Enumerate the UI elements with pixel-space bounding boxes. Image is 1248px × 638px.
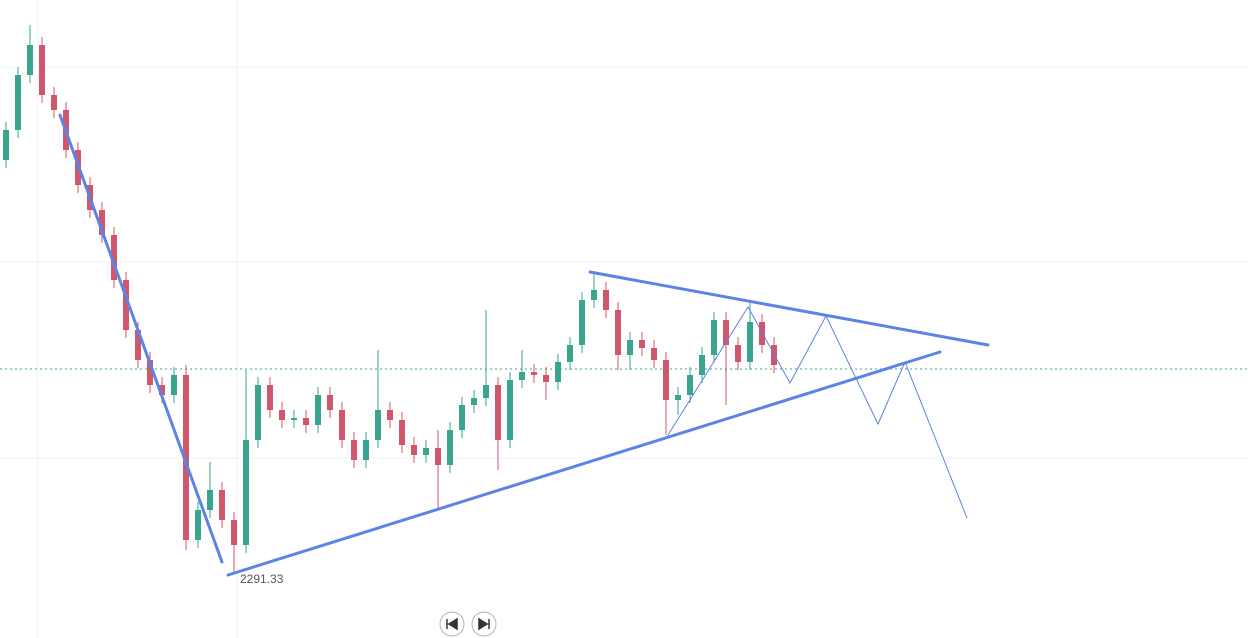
candle-body — [639, 340, 645, 348]
candle-body — [363, 440, 369, 460]
candle-body — [255, 385, 261, 440]
candle-body — [759, 322, 765, 345]
trend-line — [226, 350, 942, 577]
candle-body — [243, 440, 249, 545]
candle-body — [279, 410, 285, 420]
candle-body — [507, 380, 513, 440]
low-price-label: 2291.33 — [240, 572, 284, 586]
candle-body — [627, 340, 633, 355]
candle-body — [483, 385, 489, 398]
button-icon — [446, 617, 458, 631]
candle-body — [291, 418, 297, 420]
candle-body — [27, 45, 33, 75]
candle-body — [315, 395, 321, 425]
trend-line — [58, 113, 224, 564]
candle-body — [423, 448, 429, 455]
candle-body — [591, 290, 597, 300]
candle-body — [399, 420, 405, 445]
candle-body — [351, 440, 357, 460]
candle-body — [267, 385, 273, 410]
candle-body — [471, 398, 477, 405]
candle-body — [555, 362, 561, 382]
candle-body — [99, 210, 105, 235]
candle-body — [171, 375, 177, 395]
candle-body — [519, 372, 525, 380]
button-icon — [478, 617, 490, 631]
replay-back-button[interactable] — [439, 611, 465, 637]
candle-body — [663, 360, 669, 400]
candle-body — [39, 45, 45, 95]
candle-body — [567, 345, 573, 362]
candle-body — [699, 355, 705, 375]
candle-body — [339, 410, 345, 440]
candle-body — [51, 95, 57, 110]
candle-body — [747, 322, 753, 362]
candle-body — [303, 418, 309, 425]
trend-line — [588, 270, 990, 347]
projection-path — [667, 306, 968, 519]
candle-body — [447, 430, 453, 465]
drawings — [58, 113, 990, 577]
candle-body — [375, 410, 381, 440]
candle-body — [435, 448, 441, 465]
candle-body — [651, 348, 657, 360]
candle-body — [675, 395, 681, 400]
candle-body — [327, 395, 333, 410]
candle-body — [543, 375, 549, 382]
candle-body — [135, 330, 141, 360]
candles — [3, 25, 777, 575]
candle-body — [411, 445, 417, 455]
candle-body — [459, 405, 465, 430]
candle-body — [531, 372, 537, 375]
candle-body — [579, 300, 585, 345]
candle-body — [723, 320, 729, 345]
candle-body — [711, 320, 717, 355]
candle-body — [387, 410, 393, 420]
candle-body — [219, 490, 225, 520]
candle-body — [111, 235, 117, 280]
candle-body — [603, 290, 609, 310]
candle-body — [615, 310, 621, 355]
candle-body — [3, 130, 9, 160]
candle-body — [687, 375, 693, 395]
candle-body — [195, 510, 201, 540]
candle-body — [147, 360, 153, 385]
candle-body — [15, 75, 21, 130]
candle-body — [207, 490, 213, 510]
candle-body — [231, 520, 237, 545]
candle-body — [183, 375, 189, 540]
candle-body — [123, 280, 129, 330]
candle-body — [735, 345, 741, 362]
candle-body — [159, 385, 165, 395]
candle-body — [495, 385, 501, 440]
replay-forward-button[interactable] — [471, 611, 497, 637]
